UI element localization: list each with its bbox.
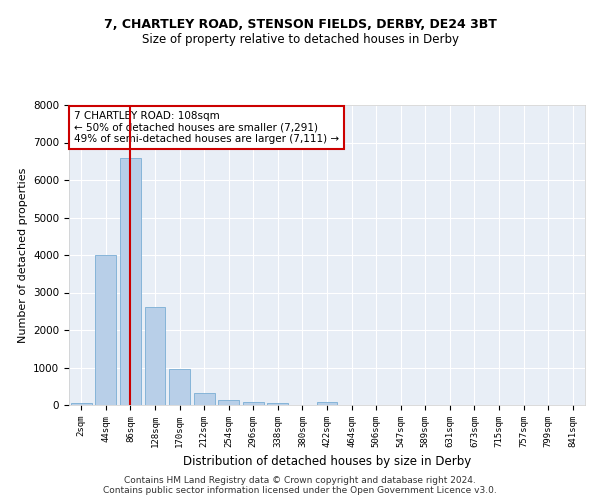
Bar bbox=[145, 306, 166, 405]
Bar bbox=[120, 158, 141, 405]
Y-axis label: Number of detached properties: Number of detached properties bbox=[17, 168, 28, 342]
Bar bbox=[194, 393, 215, 405]
Text: 7, CHARTLEY ROAD, STENSON FIELDS, DERBY, DE24 3BT: 7, CHARTLEY ROAD, STENSON FIELDS, DERBY,… bbox=[104, 18, 496, 30]
Text: Contains HM Land Registry data © Crown copyright and database right 2024.: Contains HM Land Registry data © Crown c… bbox=[124, 476, 476, 485]
Bar bbox=[317, 402, 337, 405]
X-axis label: Distribution of detached houses by size in Derby: Distribution of detached houses by size … bbox=[183, 456, 471, 468]
Text: 7 CHARTLEY ROAD: 108sqm
← 50% of detached houses are smaller (7,291)
49% of semi: 7 CHARTLEY ROAD: 108sqm ← 50% of detache… bbox=[74, 111, 339, 144]
Bar bbox=[95, 255, 116, 405]
Bar bbox=[169, 369, 190, 405]
Bar bbox=[71, 403, 92, 405]
Bar bbox=[243, 402, 264, 405]
Bar bbox=[218, 400, 239, 405]
Bar bbox=[268, 403, 289, 405]
Text: Size of property relative to detached houses in Derby: Size of property relative to detached ho… bbox=[142, 32, 458, 46]
Text: Contains public sector information licensed under the Open Government Licence v3: Contains public sector information licen… bbox=[103, 486, 497, 495]
